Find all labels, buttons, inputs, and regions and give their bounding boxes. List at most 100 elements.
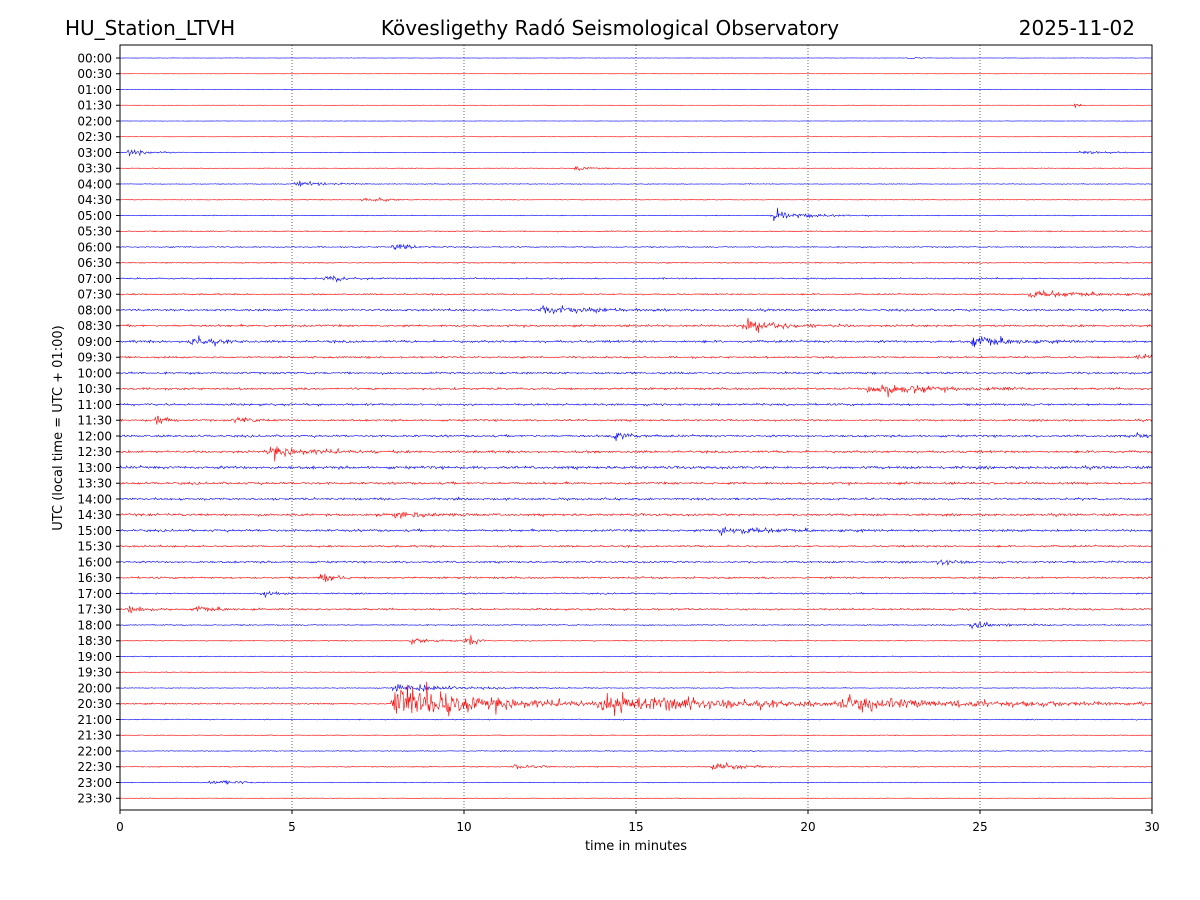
y-tick-label: 06:00	[77, 240, 112, 254]
y-tick-label: 11:30	[77, 414, 112, 428]
trace-1900	[119, 655, 1153, 658]
x-tick-label: 10	[456, 820, 471, 834]
x-tick-label: 15	[628, 820, 643, 834]
y-tick-label: 03:30	[77, 162, 112, 176]
trace-1100	[119, 402, 1153, 407]
y-tick-label: 10:00	[77, 366, 112, 380]
trace-0400	[119, 180, 1153, 188]
y-tick-label: 00:00	[77, 51, 112, 65]
x-tick-label: 30	[1144, 820, 1159, 834]
x-tick-label: 20	[800, 820, 815, 834]
y-tick-label: 13:00	[77, 461, 112, 475]
trace-1930	[119, 671, 1153, 674]
trace-0630	[119, 261, 1153, 264]
y-tick-label: 05:30	[77, 225, 112, 239]
trace-1700	[119, 590, 1153, 599]
x-tick-label: 0	[116, 820, 124, 834]
y-tick-label: 22:00	[77, 744, 112, 758]
y-tick-label: 19:30	[77, 666, 112, 680]
trace-1200	[119, 432, 1153, 442]
trace-0900	[119, 335, 1153, 348]
y-tick-label: 08:00	[77, 303, 112, 317]
station-title: HU_Station_LTVH	[65, 16, 235, 40]
y-tick-label: 08:30	[77, 319, 112, 333]
trace-0330	[119, 165, 1153, 172]
trace-0200	[119, 120, 1153, 122]
trace-2000	[119, 684, 1153, 693]
trace-0600	[119, 243, 1153, 251]
trace-1500	[119, 526, 1153, 536]
x-axis-label: time in minutes	[585, 839, 687, 854]
y-tick-label: 09:00	[77, 335, 112, 349]
y-tick-label: 17:00	[77, 587, 112, 601]
y-tick-label: 10:30	[77, 382, 112, 396]
y-tick-label: 01:30	[77, 99, 112, 113]
trace-0830	[119, 317, 1153, 334]
trace-0500	[119, 207, 1153, 222]
y-tick-label: 12:00	[77, 429, 112, 443]
trace-1630	[119, 573, 1153, 583]
y-tick-label: 22:30	[77, 760, 112, 774]
y-tick-label: 19:00	[77, 650, 112, 664]
y-tick-label: 04:00	[77, 177, 112, 191]
y-tick-label: 03:00	[77, 146, 112, 160]
y-tick-label: 09:30	[77, 351, 112, 365]
trace-2130	[119, 734, 1153, 737]
trace-1430	[119, 511, 1153, 519]
trace-0700	[119, 275, 1153, 283]
trace-0430	[119, 197, 1153, 203]
trace-0530	[119, 230, 1153, 233]
trace-2230	[119, 761, 1153, 771]
y-tick-label: 20:30	[77, 697, 112, 711]
trace-2100	[119, 718, 1153, 721]
trace-2330	[119, 797, 1153, 799]
trace-1230	[119, 446, 1153, 462]
observatory-title: Kövesligethy Radó Seismological Observat…	[381, 16, 839, 40]
y-tick-label: 13:30	[77, 477, 112, 491]
y-tick-label: 21:30	[77, 729, 112, 743]
trace-1130	[119, 415, 1153, 425]
x-axis-ticks: 0 5 10 15 20 25 30	[116, 810, 1160, 834]
y-tick-label: 23:30	[77, 792, 112, 806]
y-tick-label: 18:00	[77, 618, 112, 632]
plot-area	[120, 45, 1152, 810]
trace-1330	[119, 480, 1153, 487]
trace-1030	[119, 384, 1153, 398]
trace-0000	[120, 57, 1153, 59]
y-tick-label: 06:30	[77, 256, 112, 270]
trace-1530	[119, 544, 1153, 549]
trace-2200	[119, 749, 1152, 753]
y-tick-label: 23:00	[77, 776, 112, 790]
y-tick-label: 16:30	[77, 571, 112, 585]
y-axis-label: UTC (local time = UTC + 01:00)	[51, 325, 66, 530]
y-tick-label: 07:00	[77, 272, 112, 286]
y-tick-label: 15:30	[77, 540, 112, 554]
trace-1300	[119, 464, 1153, 471]
y-tick-label: 04:30	[77, 193, 112, 207]
y-tick-label: 18:30	[77, 634, 112, 648]
y-tick-label: 16:00	[77, 555, 112, 569]
y-tick-label: 11:00	[77, 398, 112, 412]
x-tick-label: 5	[288, 820, 296, 834]
trace-0100	[119, 88, 1153, 91]
x-tick-label: 25	[972, 820, 987, 834]
y-tick-label: 15:00	[77, 524, 112, 538]
traces	[119, 57, 1153, 799]
trace-0930	[119, 353, 1153, 360]
y-tick-label: 14:30	[77, 508, 112, 522]
y-tick-label: 17:30	[77, 603, 112, 617]
trace-1600	[119, 559, 1153, 566]
trace-1400	[119, 496, 1153, 502]
y-tick-label: 01:00	[77, 83, 112, 97]
y-tick-label: 05:00	[77, 209, 112, 223]
trace-2300	[119, 779, 1153, 785]
trace-0730	[119, 289, 1153, 299]
trace-0300	[119, 149, 1153, 157]
trace-1830	[119, 634, 1153, 646]
y-tick-label: 00:30	[77, 67, 112, 81]
trace-2030	[119, 681, 1153, 717]
y-tick-label: 21:00	[77, 713, 112, 727]
y-tick-label: 02:00	[77, 114, 112, 128]
